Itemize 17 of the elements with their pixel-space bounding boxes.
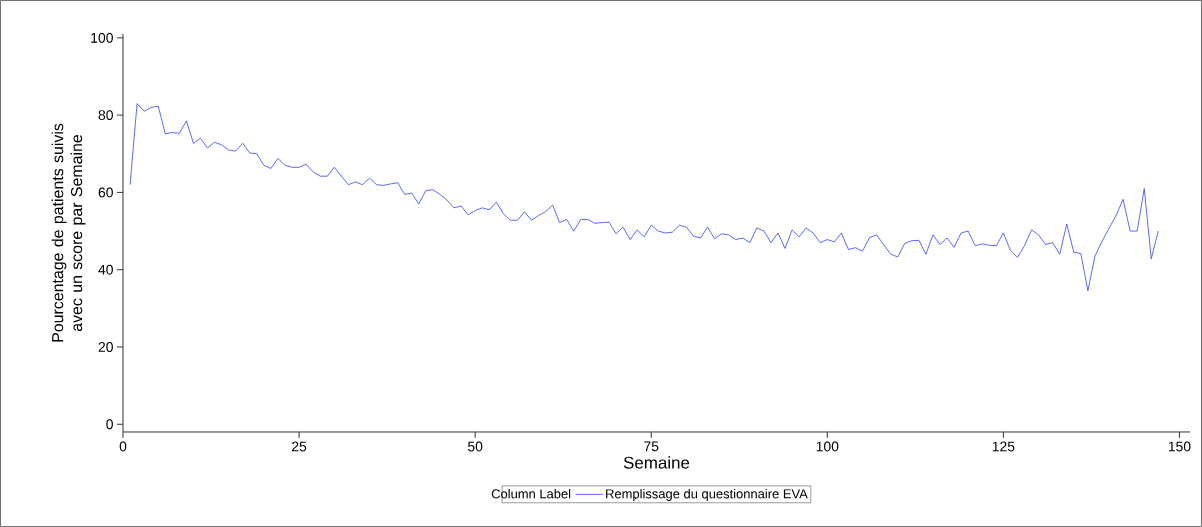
x-tick-label: 25 <box>292 441 307 452</box>
y-tick-label: 0 <box>106 419 113 430</box>
y-tick-label: 100 <box>91 32 113 43</box>
y-axis-title: Pourcentage de patients suivis avec un score par Semaine <box>51 123 86 342</box>
x-tick-label: 0 <box>119 441 127 452</box>
legend-label: Remplissage du questionnaire EVA <box>606 488 808 501</box>
y-tick-label: 80 <box>98 110 113 121</box>
x-tick-label: 125 <box>992 441 1015 452</box>
legend-title: Column Label <box>491 488 571 499</box>
y-tick-label: 40 <box>98 264 113 275</box>
x-axis-title: Semaine <box>623 456 690 469</box>
y-tick-label: 60 <box>98 187 113 198</box>
x-tick-label: 150 <box>1168 441 1191 452</box>
y-tick-label: 20 <box>98 342 113 352</box>
x-tick-label: 50 <box>467 441 483 452</box>
x-tick-label: 75 <box>644 441 659 452</box>
x-tick-label: 100 <box>816 441 839 452</box>
